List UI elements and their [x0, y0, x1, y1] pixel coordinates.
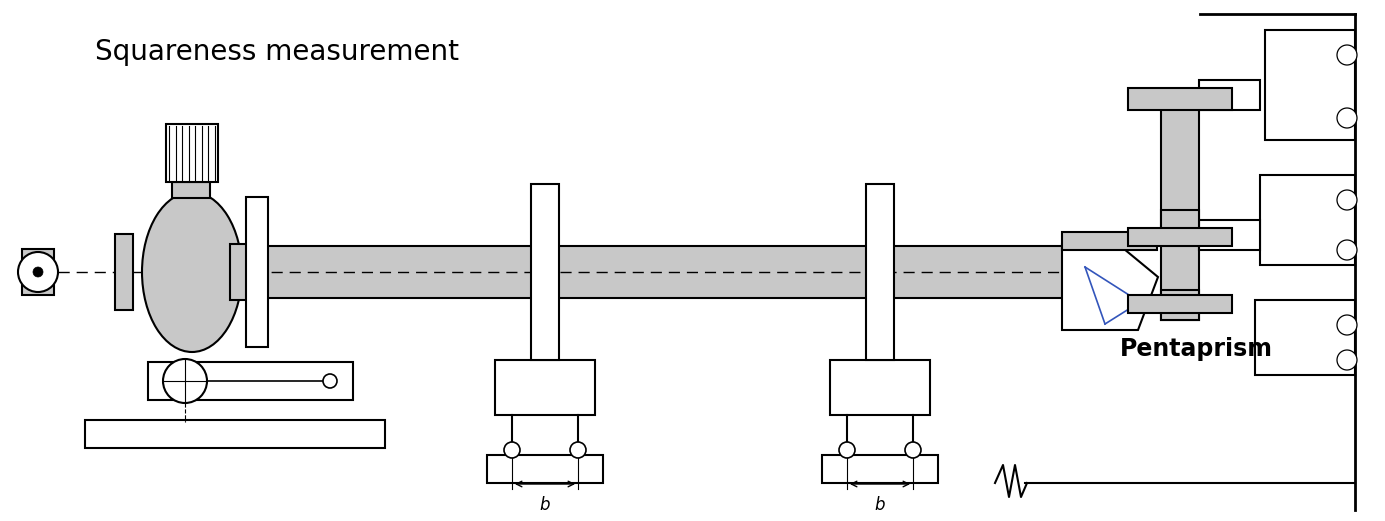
Bar [22, 249, 54, 295]
Ellipse shape [143, 192, 242, 352]
Bar [1265, 30, 1355, 140]
Bar [1127, 228, 1233, 246]
Bar [115, 234, 133, 310]
Circle shape [504, 442, 519, 458]
Text: Pentaprism: Pentaprism [1120, 337, 1273, 361]
Bar [494, 360, 596, 415]
Bar [247, 197, 269, 347]
Bar [1062, 232, 1156, 250]
Bar [148, 362, 353, 400]
Bar [866, 184, 893, 360]
Bar [1161, 290, 1199, 320]
Bar [1199, 220, 1260, 250]
Circle shape [1337, 45, 1357, 65]
Bar [823, 455, 938, 483]
Bar [166, 124, 217, 182]
Text: b: b [540, 496, 550, 514]
Bar [1255, 300, 1355, 375]
Circle shape [323, 374, 337, 388]
Circle shape [163, 359, 206, 403]
Circle shape [1337, 108, 1357, 128]
Circle shape [904, 442, 921, 458]
Bar [830, 360, 929, 415]
Bar [84, 420, 385, 448]
Bar [1161, 95, 1199, 320]
Bar [1161, 210, 1199, 238]
Circle shape [33, 267, 43, 277]
Bar [172, 182, 211, 198]
Text: b: b [875, 496, 885, 514]
Polygon shape [1062, 244, 1158, 330]
Bar [1127, 88, 1233, 110]
Bar [1199, 80, 1260, 110]
Circle shape [571, 442, 586, 458]
Bar [230, 244, 252, 300]
Text: Squareness measurement: Squareness measurement [96, 38, 458, 66]
Circle shape [1337, 190, 1357, 210]
Bar [530, 184, 560, 360]
Bar [1127, 295, 1233, 313]
Bar [488, 455, 602, 483]
Bar [252, 246, 1071, 298]
Circle shape [1337, 240, 1357, 260]
Circle shape [18, 252, 58, 292]
Circle shape [839, 442, 855, 458]
Circle shape [1337, 350, 1357, 370]
Bar [1260, 175, 1355, 265]
Circle shape [1337, 315, 1357, 335]
